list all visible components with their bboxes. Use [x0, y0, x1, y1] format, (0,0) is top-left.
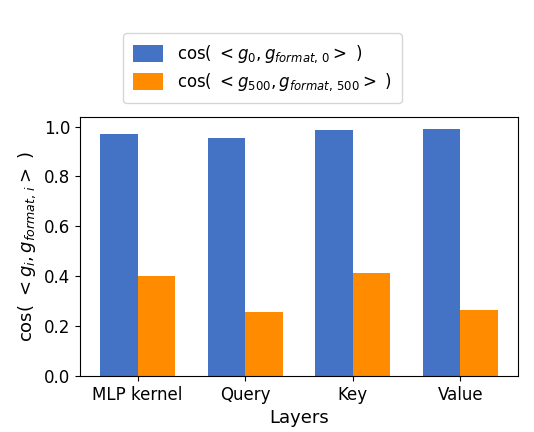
Bar: [460, 310, 498, 376]
X-axis label: Layers: Layers: [269, 409, 329, 427]
Y-axis label: cos( $<g_i, g_{format,\,i}>$ ): cos( $<g_i, g_{format,\,i}>$ ): [17, 151, 38, 342]
Bar: [245, 311, 283, 376]
Legend: cos( $<g_0, g_{format,\,0}>$ ), cos( $<g_{500}, g_{format,\,500}>$ ): cos( $<g_0, g_{format,\,0}>$ ), cos( $<g…: [123, 33, 402, 103]
Bar: [138, 276, 175, 376]
Bar: [353, 273, 390, 376]
Bar: [423, 129, 460, 376]
Bar: [315, 130, 353, 376]
Bar: [100, 134, 138, 376]
Bar: [208, 138, 245, 376]
